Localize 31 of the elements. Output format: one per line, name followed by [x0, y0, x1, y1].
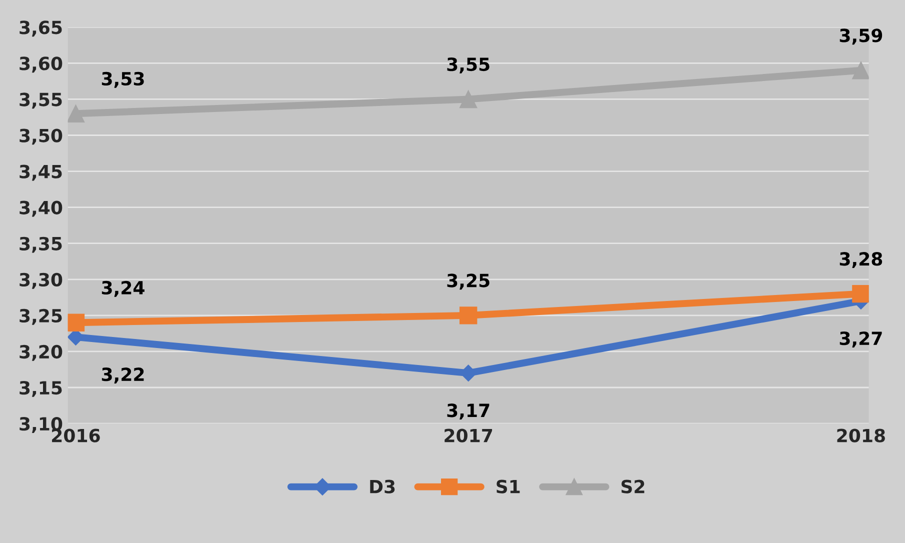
data-label: 3,59	[840, 28, 882, 45]
point	[459, 90, 478, 108]
legend-label: D3	[370, 480, 395, 494]
point	[459, 306, 478, 324]
data-label: 3,55	[447, 57, 490, 74]
point	[68, 314, 85, 332]
data-label: 3,25	[447, 274, 490, 290]
y-tick-label: 3,55	[20, 92, 62, 109]
data-label: 3,28	[840, 252, 882, 268]
x-tick-label: 2018	[837, 428, 885, 442]
point	[68, 104, 85, 122]
y-tick-label: 3,40	[20, 200, 62, 217]
data-label: 3,17	[447, 404, 490, 420]
point	[852, 284, 869, 303]
y-tick-label: 3,45	[20, 164, 62, 181]
data-label: 3,24	[102, 280, 144, 297]
y-tick-label: 3,60	[20, 56, 62, 73]
y-tick-label: 3,15	[20, 380, 62, 397]
y-tick-label: 3,35	[20, 236, 62, 253]
point	[852, 62, 869, 80]
y-tick-label: 3,30	[20, 272, 62, 289]
legend-label: S1	[496, 480, 520, 494]
y-tick-label: 3,25	[20, 308, 62, 325]
data-label: 3,27	[840, 331, 882, 348]
y-tick-label: 3,50	[20, 128, 62, 145]
y-tick-label: 3,65	[20, 20, 62, 37]
data-label: 3,53	[102, 72, 144, 88]
x-tick-label: 2017	[444, 428, 492, 442]
y-tick-label: 3,20	[20, 344, 62, 361]
data-label: 3,22	[102, 368, 144, 384]
legend-label: S2	[622, 480, 644, 494]
